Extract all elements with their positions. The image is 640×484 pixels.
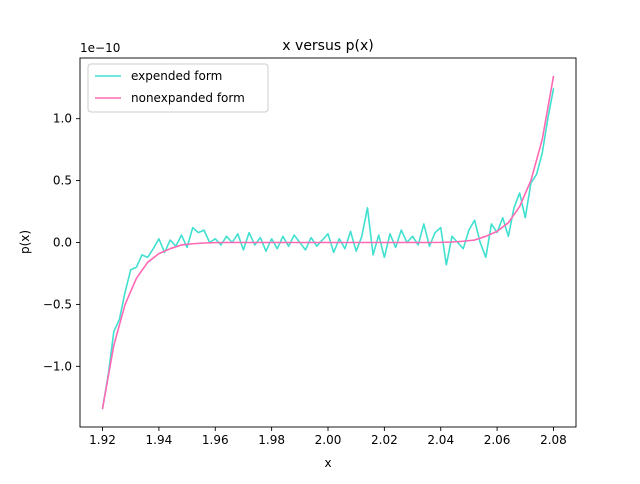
- x-tick-label: 1.96: [202, 433, 229, 447]
- y-offset-label: 1e−10: [80, 41, 120, 55]
- legend-frame: [87, 63, 269, 113]
- x-tick-label: 2.00: [315, 433, 342, 447]
- y-tick-label: 0.5: [53, 174, 72, 188]
- x-tick-label: 2.08: [540, 433, 567, 447]
- legend-label: nonexpanded form: [131, 91, 245, 105]
- series-line-nonexpanded-form: [101, 75, 555, 410]
- y-tick-label: 0.0: [53, 236, 72, 250]
- series-line-expended-form: [101, 88, 555, 410]
- x-tick-label: 2.06: [484, 433, 511, 447]
- y-tick-label: 1.0: [53, 112, 72, 126]
- legend-label: expended form: [131, 69, 222, 83]
- y-tick-label: −1.0: [43, 359, 72, 373]
- x-axis-label: x: [324, 456, 331, 470]
- x-tick-label: 1.92: [89, 433, 116, 447]
- y-axis-label: p(x): [18, 230, 32, 254]
- legend: expended form nonexpanded form: [87, 63, 269, 113]
- axis-ticks: 1.92 1.94 1.96 1.98 2.00 2.02 2.04 2.06 2.08 −1.0…: [43, 57, 577, 447]
- x-tick-label: 2.04: [427, 433, 454, 447]
- plot-area: [101, 75, 555, 410]
- y-tick-label: −0.5: [43, 297, 72, 311]
- x-tick-label: 2.02: [371, 433, 398, 447]
- x-tick-label: 1.98: [258, 433, 285, 447]
- chart-title: x versus p(x): [282, 38, 373, 54]
- x-tick-label: 1.94: [146, 433, 173, 447]
